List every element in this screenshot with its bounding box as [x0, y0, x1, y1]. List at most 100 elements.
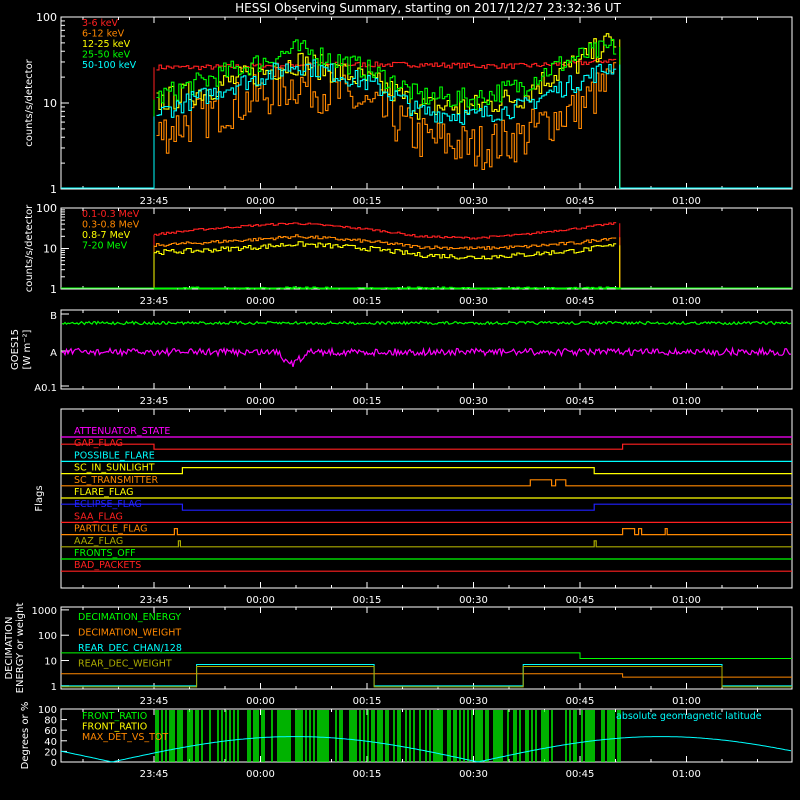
goes-frame	[60, 309, 793, 390]
time-tick-label: 00:15	[353, 296, 382, 307]
series-line-2	[156, 33, 617, 120]
time-tick-label: 00:00	[246, 296, 275, 307]
flag-label: FLARE_FLAG	[74, 487, 134, 498]
y-axis-label: DECIMATION	[4, 616, 15, 679]
flag-label: SC_IN_SUNLIGHT	[74, 463, 155, 474]
series-line-0	[154, 222, 617, 240]
legend-entry: 7-20 MeV	[82, 241, 128, 252]
time-tick-label: 23:45	[140, 396, 169, 407]
y-axis-label: counts/s/detector	[24, 204, 35, 292]
y-tick-label: 1	[50, 183, 57, 196]
legend-entry: 50-100 keV	[82, 60, 137, 71]
time-tick-label: 23:45	[140, 196, 169, 207]
legend-entry: MAX_DET_VS_TOT	[82, 732, 168, 743]
flag-label: BAD_PACKETS	[74, 560, 141, 571]
panel-frame	[60, 207, 793, 290]
flag-line	[61, 467, 792, 475]
series-line-0	[156, 58, 617, 71]
y-axis-label: Degrees or %	[20, 702, 31, 770]
time-tick-label: 00:30	[459, 769, 488, 780]
time-tick-label: 00:45	[566, 396, 595, 407]
goes-series-1	[61, 346, 792, 368]
legend-entry: DECIMATION_ENERGY	[78, 612, 181, 623]
latitude-annotation: absolute geomagnetic latitude	[616, 711, 762, 722]
time-tick-label: 01:00	[672, 296, 701, 307]
decimation-weight-line	[61, 673, 792, 678]
flag-label: POSSIBLE_FLARE	[74, 450, 155, 461]
y-tick-label: 100	[36, 202, 57, 215]
legend-entry: 3-6 keV	[82, 18, 119, 29]
legend-entry: REAR_DEC_WEIGHT	[78, 659, 172, 670]
legend-entry: DECIMATION_WEIGHT	[78, 628, 181, 639]
series-line-1	[154, 234, 617, 250]
flag-label: PARTICLE_FLAG	[74, 524, 147, 535]
panel-decimation: 23:45 00:00 00:15 00:30 00:45 01:00 DECIMATION…	[4, 603, 793, 707]
y-tick-label: B	[50, 311, 57, 322]
time-tick-label: 01:00	[672, 396, 701, 407]
y-tick-label: 20	[44, 747, 57, 758]
y-tick-label: 100	[36, 11, 57, 24]
time-tick-label: 00:45	[566, 696, 595, 707]
time-tick-label: 00:15	[353, 396, 382, 407]
flag-line	[61, 503, 792, 511]
time-tick-label: 00:30	[459, 696, 488, 707]
latitude-curve	[60, 736, 792, 763]
y-tick-label: A	[50, 348, 57, 359]
y-axis-label: ENERGY or weight	[15, 603, 26, 694]
figure-title: HESSI Observing Summary, starting on 201…	[235, 1, 621, 15]
flag-line	[61, 540, 792, 548]
time-tick-label: 00:45	[566, 296, 595, 307]
time-tick-label: 00:00	[246, 769, 275, 780]
y-tick-label: 1000	[32, 606, 57, 617]
y-tick-label: 60	[44, 726, 57, 737]
y-axis-units: [W m⁻²]	[22, 329, 33, 369]
time-tick-label: 00:00	[246, 696, 275, 707]
time-tick-label: 01:00	[672, 769, 701, 780]
legend-entry: 6-12 keV	[82, 29, 125, 40]
panel-xray-lightcurves: 23:45 00:00 00:15 00:30 00:45 01:00 counts/s/d…	[24, 11, 793, 207]
flag-label: ATTENUATOR_STATE	[74, 426, 170, 437]
y-tick-label: 10	[43, 243, 57, 256]
time-tick-label: 00:30	[459, 196, 488, 207]
panel-ratios: 23:45 00:00 00:15 00:30 00:45 01:00 Degrees or…	[20, 702, 793, 780]
flag-line	[61, 443, 792, 450]
time-tick-label: 00:00	[246, 196, 275, 207]
time-tick-label: 00:45	[566, 595, 595, 606]
y-tick-label: A0.1	[34, 383, 57, 394]
time-tick-label: 00:15	[353, 769, 382, 780]
y-tick-label: 100	[38, 631, 57, 642]
y-tick-label: 40	[44, 737, 57, 748]
time-tick-label: 23:45	[140, 769, 169, 780]
y-axis-label: counts/s/detector	[24, 58, 35, 146]
time-tick-label: 01:00	[672, 196, 701, 207]
flag-line	[61, 479, 792, 487]
flag-label: FRONTS_OFF	[74, 548, 136, 559]
y-axis-label: Flags	[34, 485, 45, 511]
decimation-energy-line	[61, 652, 792, 660]
time-tick-label: 00:00	[246, 595, 275, 606]
legend-entry: 25-50 keV	[82, 50, 131, 61]
time-tick-label: 23:45	[140, 696, 169, 707]
series-line-4	[156, 59, 617, 125]
flag-label: AAZ_FLAG	[74, 536, 123, 547]
y-tick-label: 10	[44, 657, 57, 668]
y-tick-label: 1	[51, 682, 57, 693]
series-line-2	[154, 241, 617, 260]
goes-series-0	[61, 320, 792, 326]
y-tick-label: 0	[51, 758, 57, 769]
time-tick-label: 00:45	[566, 196, 595, 207]
legend-entry: 12-25 keV	[82, 39, 131, 50]
time-tick-label: 23:45	[140, 595, 169, 606]
y-axis-label: GOES15	[10, 329, 21, 370]
panel-frame	[60, 16, 793, 190]
time-tick-label: 00:15	[353, 595, 382, 606]
y-tick-label: 100	[38, 705, 57, 716]
time-tick-label: 00:15	[353, 196, 382, 207]
time-tick-label: 00:45	[566, 769, 595, 780]
panel-gamma-lightcurves: 23:45 00:00 00:15 00:30 00:45 01:00 counts/s/d…	[24, 202, 793, 307]
panel-goes: 23:45 00:00 00:15 00:30 00:45 01:00 GOES15 [W m…	[10, 309, 793, 407]
flag-line	[61, 528, 792, 536]
legend-entry: FRONT_RATIO	[82, 711, 147, 722]
time-tick-label: 01:00	[672, 595, 701, 606]
